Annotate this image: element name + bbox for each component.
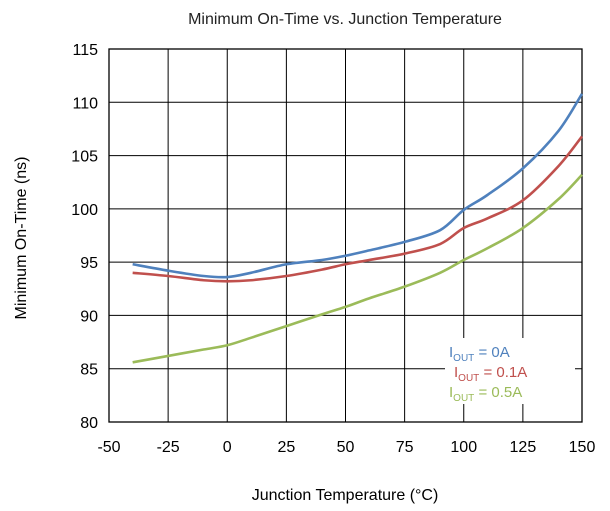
series-line-1 — [132, 135, 584, 283]
x-tick-label: -25 — [157, 439, 180, 456]
legend-entry-main: I — [449, 384, 453, 401]
y-tick-labels: 80 85 90 95 100 105 110 115 — [71, 42, 98, 432]
legend-entry-0: IOUT = 0A — [449, 344, 510, 364]
series-line-2 — [132, 173, 583, 364]
legend-box — [445, 338, 575, 404]
legend-entry-rest: = 0.1A — [479, 364, 527, 381]
y-tick-label: 110 — [72, 95, 98, 112]
x-tick-label: 75 — [396, 439, 414, 456]
y-tick-label: 90 — [80, 308, 98, 325]
y-tick-label: 80 — [80, 415, 98, 432]
series-lines — [132, 93, 584, 364]
legend-entry-main: I — [449, 344, 453, 361]
x-tick-label: 100 — [450, 439, 477, 456]
y-tick-label: 95 — [80, 255, 98, 272]
legend-entry-sub: OUT — [453, 393, 474, 404]
legend-entry-main: I — [454, 364, 458, 381]
x-tick-label: -50 — [97, 439, 120, 456]
y-axis-label: Minimum On-Time (ns) — [13, 157, 30, 320]
x-tick-label: 50 — [337, 439, 355, 456]
legend-entry-2: IOUT = 0.5A — [449, 384, 522, 404]
legend-entry-sub: OUT — [453, 353, 474, 364]
chart-title: Minimum On-Time vs. Junction Temperature — [188, 11, 502, 28]
plot-frame — [108, 48, 583, 423]
y-tick-label: 105 — [71, 149, 98, 166]
x-tick-labels: -50 -25 0 25 50 75 100 125 150 — [97, 439, 595, 456]
x-tick-label: 0 — [223, 439, 232, 456]
y-tick-label: 85 — [80, 362, 98, 379]
x-tick-label: 125 — [510, 439, 537, 456]
x-tick-label: 150 — [569, 439, 596, 456]
legend-entry-sub: OUT — [458, 373, 479, 384]
legend-entry-1: IOUT = 0.1A — [454, 364, 527, 384]
x-axis-label: Junction Temperature (°C) — [252, 487, 439, 504]
y-tick-label: 100 — [71, 202, 98, 219]
legend-entry-rest: = 0A — [474, 344, 509, 361]
series-line-0 — [132, 93, 584, 279]
x-tick-label: 25 — [277, 439, 295, 456]
legend-entry-rest: = 0.5A — [474, 384, 522, 401]
y-tick-label: 115 — [72, 42, 98, 59]
